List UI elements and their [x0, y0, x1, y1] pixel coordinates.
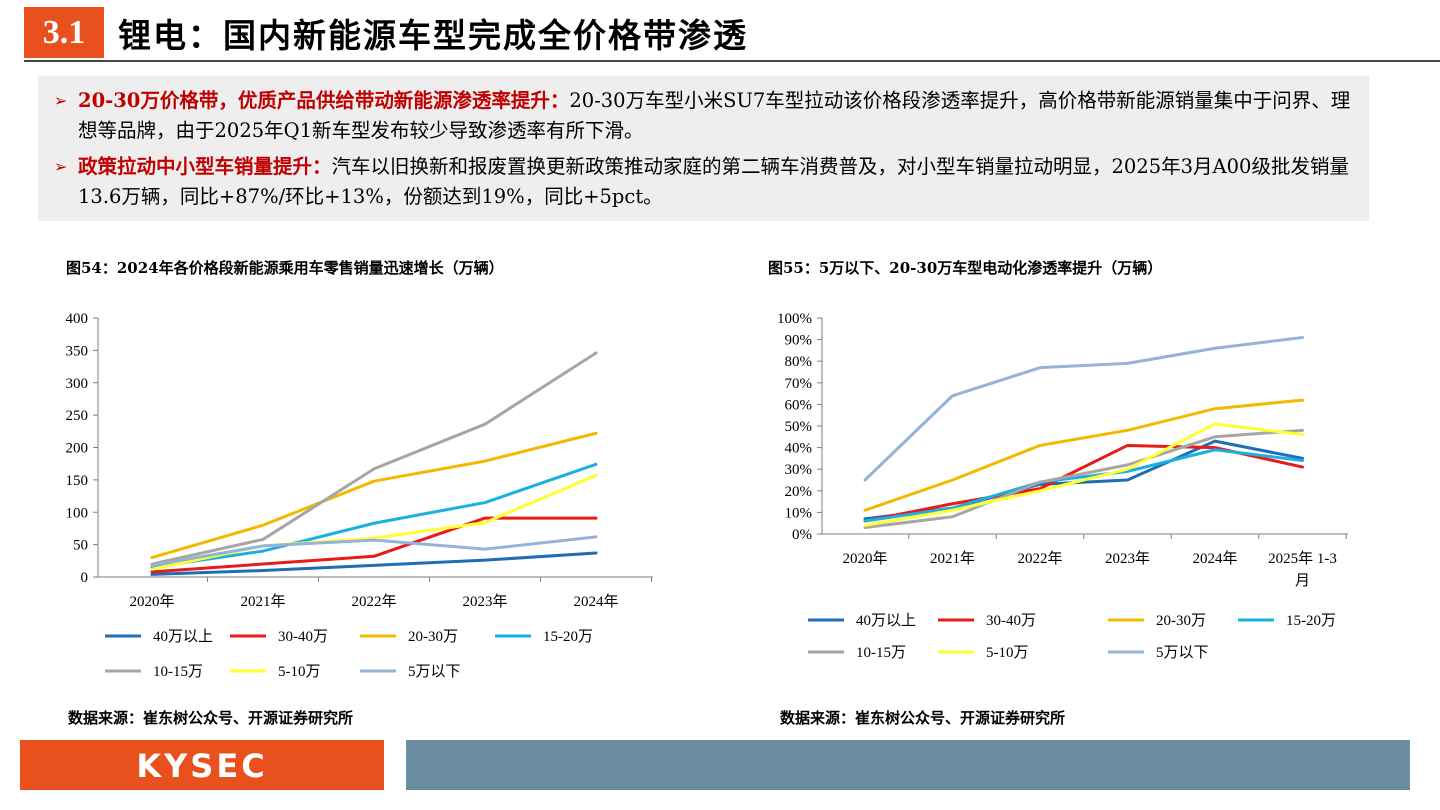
title-divider: [24, 60, 1440, 62]
y-tick-label: 50: [73, 538, 88, 554]
figure-54-source: 数据来源：崔东树公众号、开源证券研究所: [68, 709, 354, 727]
section-number: 3.1: [24, 7, 104, 58]
bullet-lead: 20-30万价格带，优质产品供给带动新能源渗透率提升：: [78, 89, 570, 112]
y-tick-label: 0%: [792, 527, 812, 543]
footer-brand-bar: [20, 740, 384, 790]
x-tick-label: 2024年: [1192, 550, 1237, 567]
legend-label: 20-30万: [408, 629, 458, 645]
x-tick-label: 2020年: [842, 550, 887, 567]
y-tick-label: 60%: [785, 397, 813, 413]
x-tick-label: 月: [1295, 573, 1310, 589]
legend-label: 40万以上: [153, 628, 213, 645]
kysec-logo: KYSEC: [136, 747, 268, 785]
x-tick-label: 2024年: [573, 593, 618, 610]
arrow-bullet-icon: ➢: [54, 91, 68, 110]
footer-accent-bar: [406, 740, 1410, 790]
series-line: [863, 422, 1304, 527]
y-tick-label: 350: [66, 343, 89, 359]
y-tick-label: 100: [66, 505, 89, 521]
legend-label: 15-20万: [543, 629, 593, 645]
legend-label: 10-15万: [153, 664, 203, 680]
series-line: [150, 535, 598, 567]
y-tick-label: 250: [66, 408, 89, 424]
x-tick-label: 2023年: [1105, 550, 1150, 567]
summary-bullet: ➢ 政策拉动中小型车销量提升：汽车以旧换新和报废置换更新政策推动家庭的第二辆车消…: [54, 152, 1357, 212]
legend-label: 5万以下: [1156, 645, 1209, 661]
figure-55-source: 数据来源：崔东树公众号、开源证券研究所: [780, 709, 1066, 727]
series-line: [863, 398, 1304, 512]
y-tick-label: 30%: [785, 462, 813, 478]
x-tick-label: 2020年: [129, 593, 174, 610]
y-tick-label: 300: [66, 376, 89, 392]
y-tick-label: 50%: [785, 419, 813, 435]
legend-label: 10-15万: [856, 645, 906, 661]
legend-label: 30-40万: [986, 613, 1036, 629]
legend-label: 15-20万: [1286, 613, 1336, 629]
series-line: [863, 448, 1304, 523]
series-line: [863, 335, 1304, 482]
figure-55-title: 图55：5万以下、20-30万车型电动化渗透率提升（万辆）: [768, 259, 1163, 277]
x-tick-label: 2023年: [462, 593, 507, 610]
x-tick-label: 2022年: [351, 593, 396, 610]
legend-label: 5万以下: [408, 664, 461, 680]
summary-bullet: ➢ 20-30万价格带，优质产品供给带动新能源渗透率提升：20-30万车型小米S…: [54, 86, 1357, 146]
bullet-text: 20-30万车型小米SU7车型拉动该价格段渗透率提升，高价格带新能源销量集中于问…: [78, 89, 1351, 142]
y-tick-label: 100%: [777, 311, 812, 327]
y-tick-label: 70%: [785, 376, 813, 392]
bullet-lead: 政策拉动中小型车销量提升：: [78, 155, 332, 178]
x-tick-label: 2021年: [240, 593, 285, 610]
legend-label: 5-10万: [278, 664, 321, 680]
y-tick-label: 200: [66, 441, 89, 457]
summary-box: ➢ 20-30万价格带，优质产品供给带动新能源渗透率提升：20-30万车型小米S…: [38, 76, 1369, 221]
y-tick-label: 150: [66, 473, 89, 489]
x-tick-label: 2021年: [930, 550, 975, 567]
legend-label: 20-30万: [1156, 613, 1206, 629]
y-tick-label: 40%: [785, 441, 813, 457]
y-tick-label: 20%: [785, 484, 813, 500]
series-line: [863, 428, 1304, 530]
bullet-text: 汽车以旧换新和报废置换更新政策推动家庭的第二辆车消费普及，对小型车销量拉动明显，…: [78, 155, 1349, 208]
x-tick-label: 2025年 1-3: [1268, 550, 1337, 567]
figure-54-title: 图54：2024年各价格段新能源乘用车零售销量迅速增长（万辆）: [66, 259, 504, 277]
series-line: [150, 351, 598, 566]
y-tick-label: 400: [66, 311, 89, 327]
y-tick-label: 10%: [785, 505, 813, 521]
x-tick-label: 2022年: [1017, 550, 1062, 567]
y-tick-label: 0: [81, 570, 89, 586]
y-tick-label: 80%: [785, 354, 813, 370]
legend-label: 30-40万: [278, 629, 328, 645]
legend-label: 40万以上: [856, 612, 916, 629]
sales-by-price-chart: 0 50 100 150 200 250 300 350 400 2020年 2021年 2022年 2…: [66, 311, 653, 680]
arrow-bullet-icon: ➢: [54, 157, 68, 176]
legend-label: 5-10万: [986, 645, 1029, 661]
page-title: 锂电：国内新能源车型完成全价格带渗透: [118, 16, 748, 55]
y-tick-label: 90%: [785, 333, 813, 349]
penetration-rate-chart: 0% 10% 20% 30% 40% 50% 60% 70% 80% 90% 100% 2020年 20…: [777, 311, 1348, 661]
